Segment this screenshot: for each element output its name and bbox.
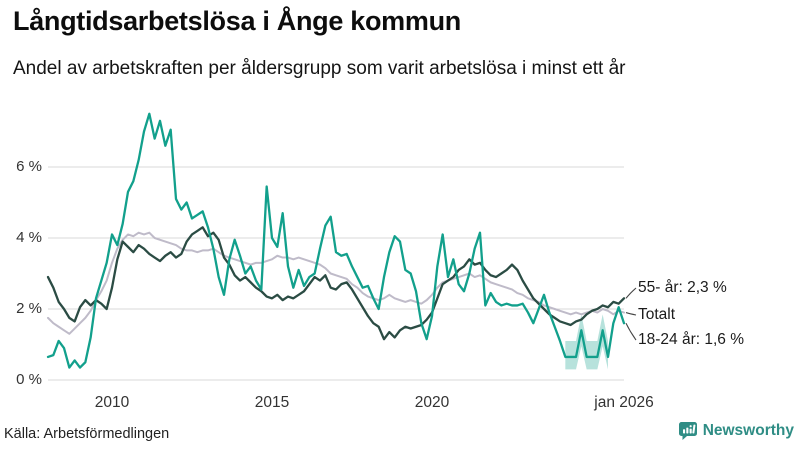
confidence-band <box>565 314 608 370</box>
y-tick-label: 2 % <box>16 300 42 317</box>
x-tick-label: 2015 <box>254 394 290 411</box>
y-tick-label: 6 % <box>16 158 42 175</box>
newsworthy-icon <box>678 422 697 440</box>
callout-connector <box>625 322 637 341</box>
annotation-55: 55- år: 2,3 % <box>638 279 727 296</box>
callout-connector <box>625 287 637 299</box>
annotation-18-24: 18-24 år: 1,6 % <box>638 331 744 348</box>
line-55-r <box>46 226 626 341</box>
source-note: Källa: Arbetsförmedlingen <box>4 426 170 442</box>
newsworthy-wordmark: Newsworthy <box>702 422 794 439</box>
page-title: Långtidsarbetslösa i Ånge kommun <box>13 6 461 36</box>
x-tick-label: 2020 <box>414 394 450 411</box>
y-tick-label: 4 % <box>16 229 42 246</box>
x-tick-label: 2010 <box>94 394 130 411</box>
y-tick-label: 0 % <box>16 371 42 388</box>
line-18-24r <box>46 112 626 369</box>
page-subtitle: Andel av arbetskraften per åldersgrupp s… <box>13 58 626 79</box>
newsworthy-logo-link[interactable]: Newsworthy <box>678 421 794 441</box>
callout-connector <box>625 312 637 316</box>
line-Totalt <box>47 231 626 335</box>
x-tick-label: jan 2026 <box>594 394 654 411</box>
annotation-totalt: Totalt <box>638 306 676 323</box>
